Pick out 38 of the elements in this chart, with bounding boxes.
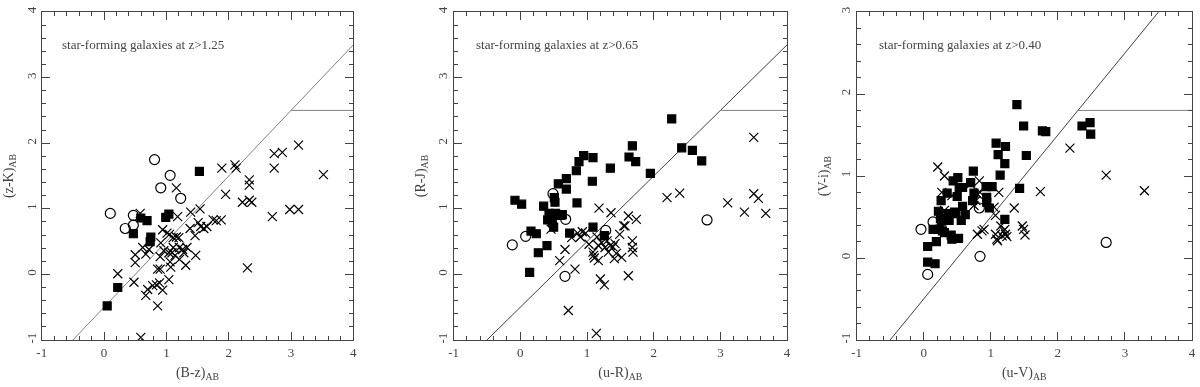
- y-tick-label: 0: [435, 269, 451, 276]
- x-axis-title: (u-R)$_{AB}$: [598, 364, 643, 382]
- x-axis-title: (B-z)$_{AB}$: [175, 364, 220, 382]
- x-tick-label: 0: [920, 344, 927, 360]
- y-tick-label: 4: [435, 6, 451, 14]
- x-tick-label: 2: [650, 344, 657, 360]
- text: star-forming galaxies at z>1.25: [62, 37, 225, 52]
- x-tick-label: 3: [287, 344, 295, 360]
- y-tick-label: 1: [23, 203, 39, 211]
- x-tick-label: 4: [350, 344, 358, 360]
- x-tick-label: 0: [100, 344, 108, 360]
- y-tick-label: 3: [838, 6, 854, 14]
- x-tick-label: 1: [583, 344, 591, 360]
- x-tick-label: 4: [1188, 344, 1196, 360]
- x-axis-title: (u-V)$_{AB}$: [1001, 364, 1048, 382]
- y-tick-label: -1: [23, 332, 39, 344]
- y-tick-label: 1: [435, 203, 451, 211]
- y-tick-label: 3: [435, 72, 451, 79]
- y-tick-label: 4: [23, 6, 39, 14]
- y-tick-label: 1: [838, 170, 854, 178]
- x-tick-label: 4: [783, 344, 791, 360]
- text: star-forming galaxies at z>0.65: [476, 37, 639, 52]
- x-tick-label: 0: [517, 344, 524, 360]
- y-tick-label: 2: [435, 138, 451, 145]
- y-tick-label: 0: [838, 252, 854, 260]
- y-tick-label: 3: [23, 72, 39, 79]
- x-tick-label: 2: [225, 344, 232, 360]
- y-tick-label: 2: [23, 138, 39, 145]
- y-tick-label: 2: [838, 88, 854, 96]
- y-tick-label: -1: [838, 332, 854, 344]
- x-tick-label: 3: [717, 344, 724, 360]
- x-tick-label: 1: [987, 344, 995, 360]
- x-tick-label: 2: [1054, 344, 1062, 360]
- x-tick-label: 3: [1121, 344, 1129, 360]
- y-tick-label: -1: [435, 332, 451, 344]
- text: star-forming galaxies at z>0.40: [879, 37, 1042, 52]
- y-tick-label: 0: [23, 269, 39, 276]
- x-tick-label: 1: [163, 344, 170, 360]
